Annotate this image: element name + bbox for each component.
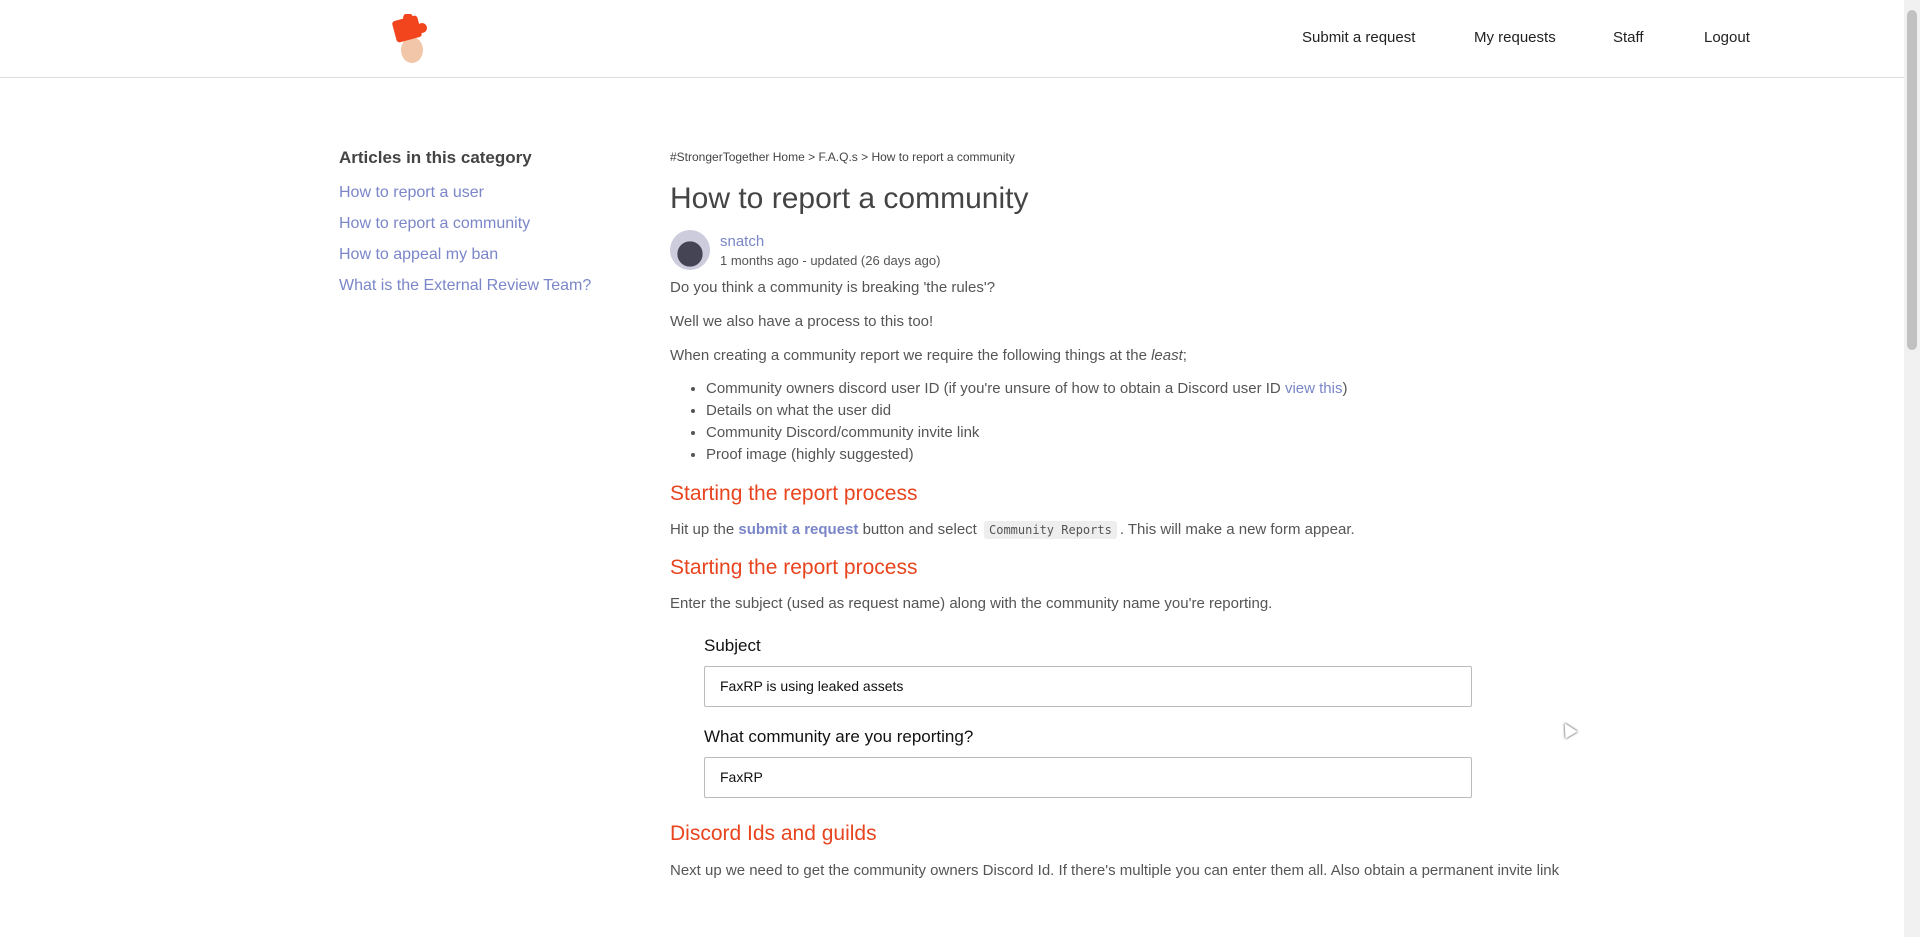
text: ) [1342, 380, 1348, 397]
community-label: What community are you reporting? [704, 727, 974, 746]
sidebar-item-appeal-ban[interactable]: How to appeal my ban [339, 246, 499, 263]
article: #StrongerTogether Home > F.A.Q.s > How t… [670, 150, 1560, 882]
nav-logout[interactable]: Logout [1704, 29, 1750, 46]
author-block: snatch 1 months ago - updated (26 days a… [670, 230, 1560, 270]
nav-submit-request[interactable]: Submit a request [1302, 29, 1416, 46]
list-item: Proof image (highly suggested) [706, 444, 1560, 466]
text: When creating a community report we requ… [670, 347, 1152, 364]
subject-input[interactable]: FaxRP is using leaked assets [704, 666, 1472, 707]
sidebar-item-external-review[interactable]: What is the External Review Team? [339, 277, 592, 294]
nav-staff[interactable]: Staff [1613, 29, 1644, 46]
paragraph: Do you think a community is breaking 'th… [670, 279, 996, 296]
author-name[interactable]: snatch [720, 232, 765, 250]
text: Hit up the [670, 521, 739, 538]
list-item: Details on what the user did [706, 400, 1560, 422]
code-community-reports: Community Reports [984, 521, 1117, 539]
article-meta: 1 months ago - updated (26 days ago) [720, 252, 941, 268]
breadcrumb: #StrongerTogether Home > F.A.Q.s > How t… [670, 150, 1015, 164]
page-title: How to report a community [670, 182, 1029, 215]
header: Submit a request My requests Staff Logou… [0, 0, 1904, 78]
nav-my-requests[interactable]: My requests [1474, 29, 1556, 46]
text: Community owners discord user ID (if you… [706, 380, 1285, 397]
avatar[interactable] [670, 230, 710, 270]
requirements-list: Community owners discord user ID (if you… [706, 378, 1560, 466]
scrollbar-thumb[interactable] [1907, 10, 1917, 350]
sidebar-item-report-user[interactable]: How to report a user [339, 184, 484, 201]
submit-request-link[interactable]: submit a request [738, 521, 859, 538]
breadcrumb-current[interactable]: How to report a community [871, 150, 1015, 164]
breadcrumb-home[interactable]: #StrongerTogether Home [670, 150, 805, 164]
view-this-link[interactable]: view this [1284, 380, 1343, 397]
paragraph: Enter the subject (used as request name)… [670, 595, 1273, 612]
section-heading: Starting the report process [670, 556, 918, 579]
text: ; [1182, 347, 1187, 364]
sidebar: Articles in this category How to report … [339, 148, 591, 301]
community-input[interactable]: FaxRP [704, 757, 1472, 798]
breadcrumb-faqs[interactable]: F.A.Q.s [818, 150, 858, 164]
scrollbar[interactable] [1904, 0, 1920, 937]
example-form: Subject FaxRP is using leaked assets Wha… [704, 636, 1472, 798]
list-item: Community owners discord user ID (if you… [706, 378, 1560, 400]
logo-puzzle-hand-icon[interactable] [388, 14, 432, 64]
paragraph: When creating a community report we requ… [670, 346, 1560, 366]
sidebar-title: Articles in this category [339, 148, 532, 167]
text: . This will make a new form appear. [1119, 521, 1355, 538]
paragraph: Well we also have a process to this too! [670, 313, 934, 330]
section-heading: Discord Ids and guilds [670, 822, 877, 845]
text: button and select [858, 521, 981, 538]
paragraph: Next up we need to get the community own… [670, 862, 1560, 879]
list-item: Community Discord/community invite link [706, 422, 1560, 444]
sidebar-item-report-community[interactable]: How to report a community [339, 215, 531, 232]
emphasis: least [1151, 347, 1183, 364]
mouse-cursor-icon [1558, 719, 1578, 739]
section-heading: Starting the report process [670, 482, 918, 505]
paragraph: Hit up the submit a request button and s… [670, 520, 1560, 540]
subject-label: Subject [704, 636, 761, 655]
